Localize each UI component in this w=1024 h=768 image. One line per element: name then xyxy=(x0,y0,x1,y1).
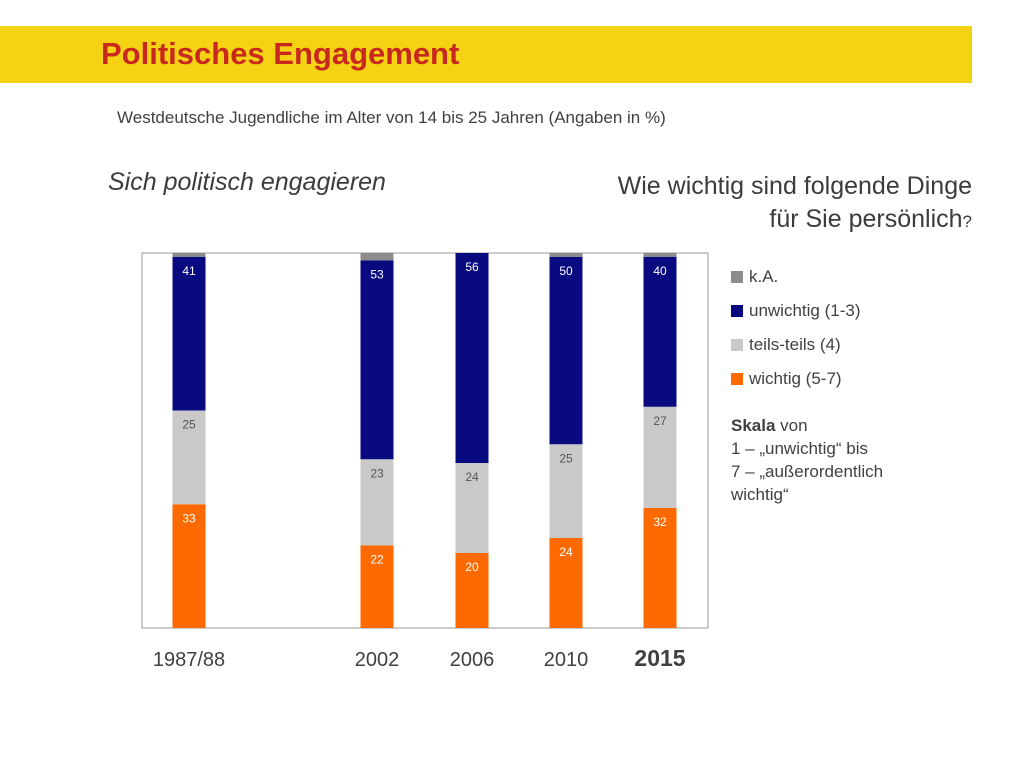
bar-teils-2006 xyxy=(455,463,489,553)
legend-label-teils: teils-teils (4) xyxy=(749,335,841,354)
legend-swatch-ka xyxy=(731,271,743,283)
legend-label-unwichtig: unwichtig (1-3) xyxy=(749,301,861,320)
x-tick-label-2015: 2015 xyxy=(634,645,685,671)
plot-frame xyxy=(141,252,709,629)
question-mark: ? xyxy=(962,212,972,231)
page-title: Politisches Engagement xyxy=(101,36,460,71)
title-bar xyxy=(0,26,972,83)
bar-ka-2002 xyxy=(360,253,394,261)
data-label-teils-2002: 23 xyxy=(370,466,384,480)
scale-note-line1: Skala von xyxy=(731,414,951,437)
data-label-unwichtig-2006: 56 xyxy=(465,260,479,274)
bar-teils-2010 xyxy=(549,444,583,538)
scale-note-line4: wichtig“ xyxy=(731,485,789,504)
bar-unwichtig-1987/88 xyxy=(172,256,206,411)
scale-note-bold: Skala xyxy=(731,416,776,435)
right-heading-line2-wrap: für Sie persönlich? xyxy=(618,203,972,238)
legend-swatch-unwichtig xyxy=(731,305,743,317)
x-tick-label-1987/88: 1987/88 xyxy=(153,649,225,671)
bar-wichtig-1987/88 xyxy=(172,504,206,628)
scale-note-line2: 1 – „unwichtig“ bis xyxy=(731,439,869,458)
chart-legend: k.A. unwichtig (1-3) teils-teils (4) wichti… xyxy=(731,266,861,402)
bar-teils-2015 xyxy=(643,406,677,508)
legend-label-wichtig: wichtig (5-7) xyxy=(749,369,842,388)
bar-ka-2010 xyxy=(549,253,583,257)
bar-unwichtig-2010 xyxy=(549,256,583,445)
bar-wichtig-2006 xyxy=(455,553,489,628)
data-label-unwichtig-1987/88: 41 xyxy=(182,264,196,278)
bar-wichtig-2015 xyxy=(643,508,677,628)
x-tick-label-2010: 2010 xyxy=(544,649,589,671)
data-label-wichtig-2015: 32 xyxy=(653,515,667,529)
data-label-wichtig-2010: 24 xyxy=(559,545,573,559)
scale-note-line3: 7 – „außerordentlich xyxy=(731,462,884,481)
data-label-wichtig-2006: 20 xyxy=(465,560,479,574)
right-heading-line1: Wie wichtig sind folgende Dinge xyxy=(617,172,972,200)
data-label-teils-2006: 24 xyxy=(465,470,479,484)
bar-ka-1987/88 xyxy=(172,253,206,257)
right-heading: Wie wichtig sind folgende Dinge für Sie … xyxy=(618,170,972,238)
x-tick-label-2006: 2006 xyxy=(450,649,495,671)
bar-wichtig-2010 xyxy=(549,538,583,628)
bar-unwichtig-2015 xyxy=(643,256,677,407)
data-label-wichtig-1987/88: 33 xyxy=(182,511,196,525)
data-label-wichtig-2002: 22 xyxy=(370,553,384,567)
data-label-unwichtig-2010: 50 xyxy=(559,264,573,278)
bar-teils-2002 xyxy=(360,459,394,546)
bar-wichtig-2002 xyxy=(360,545,394,628)
bar-unwichtig-2002 xyxy=(360,260,394,460)
data-label-teils-2010: 25 xyxy=(559,451,573,465)
legend-item-wichtig: wichtig (5-7) xyxy=(731,368,861,390)
x-tick-label-2002: 2002 xyxy=(355,649,400,671)
legend-label-ka: k.A. xyxy=(749,267,779,286)
legend-item-ka: k.A. xyxy=(731,266,861,288)
legend-swatch-wichtig xyxy=(731,373,743,385)
bar-ka-2015 xyxy=(643,253,677,257)
scale-note-rest: von xyxy=(775,416,808,435)
data-label-unwichtig-2002: 53 xyxy=(370,268,384,282)
legend-item-teils: teils-teils (4) xyxy=(731,334,861,356)
right-heading-line2: für Sie persönlich xyxy=(769,205,963,233)
data-label-unwichtig-2015: 40 xyxy=(653,264,667,278)
bar-teils-1987/88 xyxy=(172,410,206,505)
page-subtitle: Westdeutsche Jugendliche im Alter von 14… xyxy=(117,108,666,127)
legend-item-unwichtig: unwichtig (1-3) xyxy=(731,300,861,322)
data-label-teils-2015: 27 xyxy=(653,414,667,428)
data-label-teils-1987/88: 25 xyxy=(182,418,196,432)
bar-unwichtig-2006 xyxy=(455,253,489,463)
scale-note: Skala von 1 – „unwichtig“ bis 7 – „außer… xyxy=(731,414,951,506)
left-heading: Sich politisch engagieren xyxy=(108,168,386,196)
legend-swatch-teils xyxy=(731,339,743,351)
